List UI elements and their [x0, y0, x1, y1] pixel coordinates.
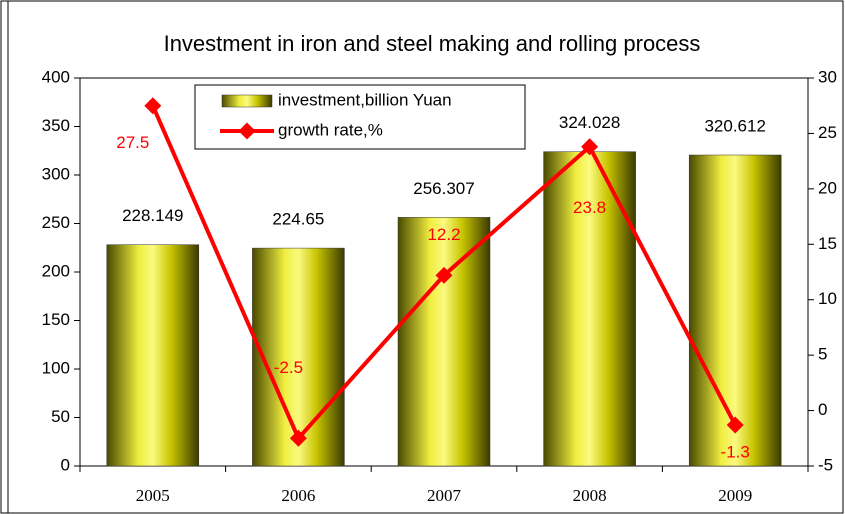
y2-tick-label: 0	[818, 400, 827, 419]
y-tick-label: 150	[42, 310, 70, 329]
line-value-label: 23.8	[573, 198, 606, 217]
y2-tick-label: -5	[818, 455, 833, 474]
bar	[252, 247, 345, 467]
y2-tick-label: 5	[818, 345, 827, 364]
legend-swatch	[221, 94, 273, 108]
line-value-label: 12.2	[427, 225, 460, 244]
y-tick-label: 350	[42, 116, 70, 135]
bar-value-label: 256.307	[413, 179, 474, 198]
y-tick-label: 300	[42, 164, 70, 183]
y-tick-label: 400	[42, 67, 70, 86]
y-tick-label: 250	[42, 213, 70, 232]
bar-value-label: 228.149	[122, 206, 183, 225]
bar	[106, 244, 200, 467]
x-tick-label: 2007	[427, 486, 462, 505]
chart-title: Investment in iron and steel making and …	[164, 31, 701, 56]
y-tick-label: 100	[42, 358, 70, 377]
bar-value-label: 324.028	[559, 113, 620, 132]
line-marker	[435, 266, 453, 284]
y2-tick-label: 20	[818, 178, 837, 197]
bar	[397, 217, 491, 467]
bar-value-label: 224.65	[272, 210, 324, 229]
line-value-label: 27.5	[116, 133, 149, 152]
legend-label: investment,billion Yuan	[278, 90, 452, 109]
line-marker	[726, 416, 744, 434]
y-tick-label: 200	[42, 261, 70, 280]
chart-frame	[7, 0, 844, 514]
bar	[688, 154, 782, 467]
x-tick-label: 2009	[718, 486, 752, 505]
bar-value-label: 320.612	[704, 116, 765, 135]
line-marker	[289, 429, 307, 447]
y2-tick-label: 25	[818, 123, 837, 142]
x-tick-label: 2006	[281, 486, 315, 505]
y-tick-label: 50	[51, 407, 70, 426]
y-tick-label: 0	[61, 455, 70, 474]
line-marker	[144, 97, 162, 115]
x-tick-label: 2005	[136, 486, 170, 505]
y2-tick-label: 10	[818, 289, 837, 308]
line-value-label: -2.5	[274, 358, 303, 377]
line-marker	[581, 138, 599, 156]
line-value-label: -1.3	[721, 442, 750, 461]
y2-tick-label: 15	[818, 234, 837, 253]
y2-tick-label: 30	[818, 67, 837, 86]
x-tick-label: 2008	[573, 486, 607, 505]
legend-label: growth rate,%	[278, 120, 383, 139]
legend-marker	[238, 122, 256, 140]
